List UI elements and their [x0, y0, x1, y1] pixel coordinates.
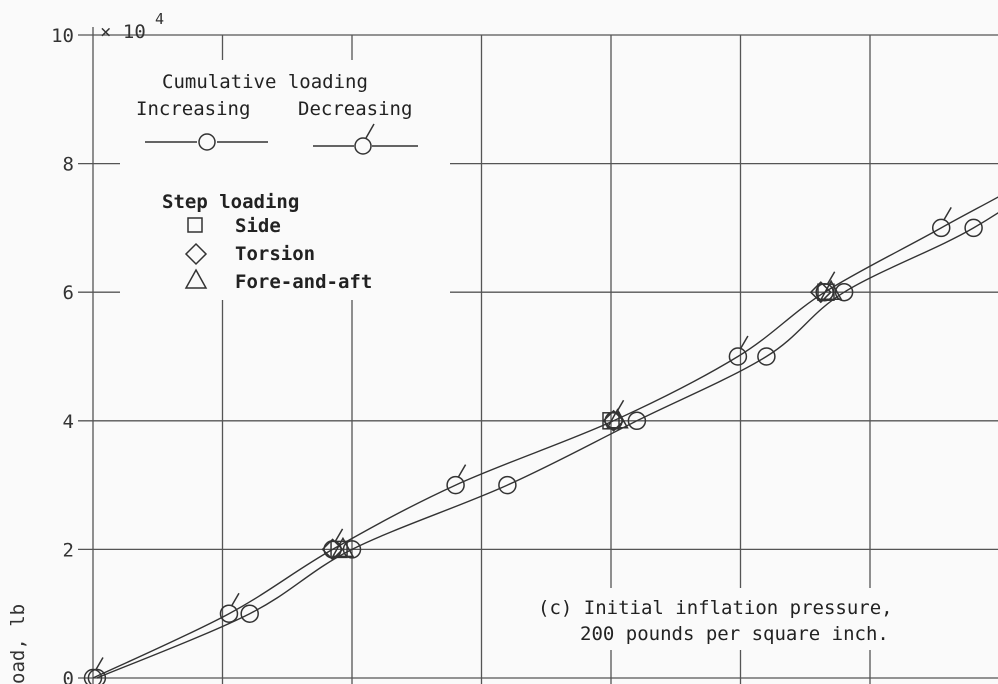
point-increasing [498, 475, 517, 495]
point-increasing [964, 218, 983, 238]
y-axis-label: oad, lb [7, 604, 29, 684]
point-increasing [627, 411, 647, 431]
y-tick-label: 10 [51, 25, 74, 47]
legend-side-label: Side [235, 215, 281, 237]
point-decreasing-circle [83, 668, 103, 684]
y-tick-label: 0 [63, 668, 74, 684]
point-fore-and-aft [331, 536, 355, 558]
point-decreasing-circle [219, 604, 239, 623]
annotation-background [520, 588, 980, 650]
annotation-line-1: (c) Initial inflation pressure, [538, 597, 893, 619]
fitted-curves [92, 196, 998, 679]
legend-decreasing-label: Decreasing [298, 98, 412, 120]
legend-square-icon [187, 217, 203, 233]
point-decreasing-circle [446, 475, 465, 495]
data-markers [83, 207, 983, 684]
series-curve [92, 196, 998, 679]
point-decreasing-flag [827, 271, 836, 285]
point-side [330, 540, 348, 559]
point-decreasing-flag [334, 528, 344, 542]
legend-background [120, 60, 450, 300]
legend-increasing-symbol [145, 133, 268, 151]
y-tick-label: 4 [63, 411, 74, 433]
legend-triangle-icon [184, 268, 208, 289]
y-tick-label: 6 [63, 282, 74, 304]
point-decreasing [219, 592, 240, 623]
annotation-line-2: 200 pounds per square inch. [580, 623, 889, 645]
point-increasing [757, 347, 776, 366]
y-tick-labels: 0 2 4 6 8 10 [51, 25, 74, 684]
legend-foreaft-label: Fore-and-aft [235, 271, 372, 293]
series-curve [96, 212, 998, 679]
y-tick-label: 8 [63, 154, 74, 176]
point-decreasing-flag [740, 335, 749, 349]
point-side [817, 283, 835, 301]
legend-decreasing-symbol [313, 123, 418, 155]
point-decreasing-flag [457, 464, 467, 477]
point-increasing [834, 282, 854, 302]
point-decreasing-flag [95, 657, 104, 670]
legend-step-heading: Step loading [162, 191, 299, 213]
point-fore-and-aft [819, 279, 843, 300]
point-torsion [602, 409, 625, 432]
y-scale-exponent: 4 [155, 10, 164, 28]
point-fore-and-aft [606, 408, 629, 429]
point-decreasing-flag [943, 207, 952, 220]
point-decreasing-circle [728, 347, 748, 366]
legend-increasing-label: Increasing [136, 98, 250, 120]
point-decreasing-flag [231, 592, 240, 606]
point-decreasing [931, 207, 952, 238]
y-scale-label: × 10 [100, 21, 146, 43]
point-increasing [87, 668, 107, 684]
point-decreasing [83, 657, 104, 684]
legend: Cumulative loading Increasing Decreasing… [136, 71, 418, 293]
legend-diamond-icon [184, 242, 208, 266]
point-decreasing [728, 335, 749, 366]
point-decreasing-circle [931, 218, 951, 238]
legend-heading: Cumulative loading [162, 71, 368, 93]
point-decreasing [446, 464, 467, 495]
point-increasing [240, 604, 259, 623]
legend-torsion-label: Torsion [235, 243, 315, 265]
y-tick-label: 2 [63, 539, 74, 561]
